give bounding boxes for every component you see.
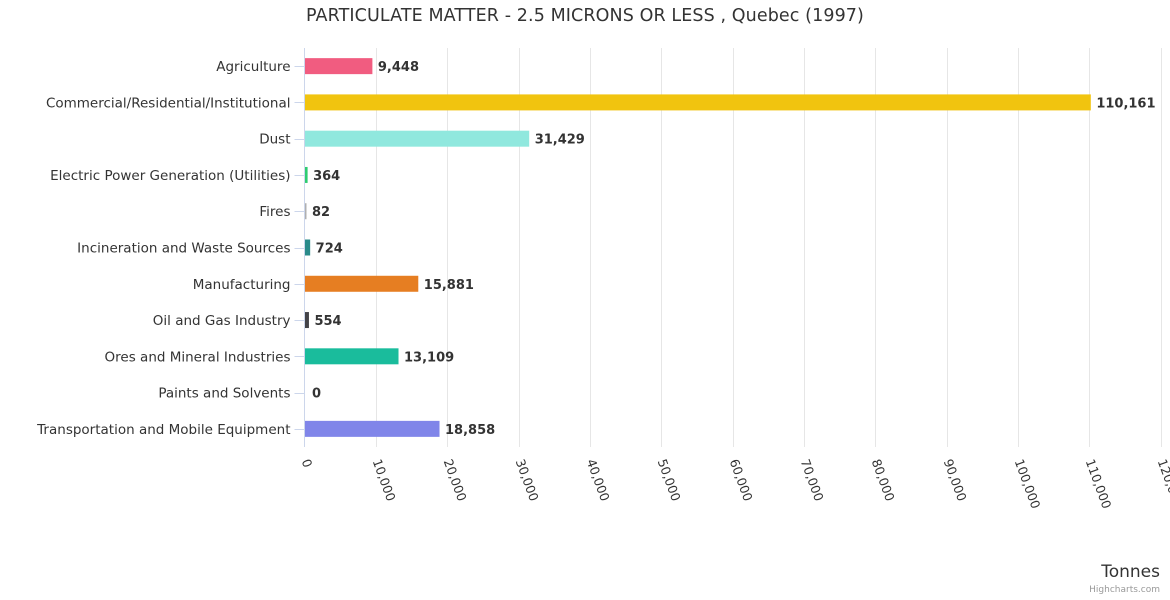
data-label: 0	[312, 387, 321, 402]
data-label: 82	[312, 205, 330, 220]
x-tick-label: 100,000	[1012, 457, 1044, 511]
category-label: Manufacturing	[193, 277, 291, 293]
category-label: Fires	[259, 204, 290, 220]
value-labels: 9,448 110,161 31,429 364 82 724 15,881 554 13,10…	[312, 60, 1156, 438]
x-tick-label: 90,000	[941, 457, 970, 503]
bar[interactable]	[305, 94, 1091, 111]
category-label: Transportation and Mobile Equipment	[36, 422, 290, 438]
chart-title: PARTICULATE MATTER - 2.5 MICRONS OR LESS…	[306, 6, 864, 26]
data-label: 364	[313, 169, 340, 184]
data-label: 724	[316, 242, 343, 257]
category-label: Commercial/Residential/Institutional	[46, 95, 291, 111]
bar[interactable]	[305, 166, 308, 183]
category-axis: Agriculture Commercial/Residential/Instit…	[36, 48, 305, 447]
bar[interactable]	[305, 130, 530, 147]
x-tick-label: 20,000	[441, 457, 470, 503]
x-tick-label: 110,000	[1083, 457, 1115, 511]
bars	[305, 58, 1091, 437]
x-tick-label: 0	[299, 457, 316, 470]
gridlines	[376, 48, 1162, 447]
bar[interactable]	[305, 312, 309, 329]
x-tick-label: 10,000	[370, 457, 399, 503]
category-label: Paints and Solvents	[158, 386, 290, 402]
x-tick-label: 80,000	[869, 457, 898, 503]
data-label: 9,448	[378, 60, 419, 75]
x-axis-title: Tonnes	[1101, 562, 1160, 582]
category-label: Electric Power Generation (Utilities)	[50, 168, 290, 184]
bar[interactable]	[305, 58, 373, 75]
credits-link[interactable]: Highcharts.com	[1089, 585, 1160, 595]
category-label: Oil and Gas Industry	[153, 313, 291, 329]
value-axis-ticks: 0 10,000 20,000 30,000 40,000 50,000 60,000 70,…	[299, 457, 1170, 511]
data-label: 554	[314, 314, 341, 329]
category-label: Ores and Mineral Industries	[105, 349, 291, 365]
x-tick-label: 120,000	[1155, 457, 1170, 511]
bar[interactable]	[305, 239, 311, 256]
x-tick-label: 70,000	[798, 457, 827, 503]
category-label: Agriculture	[216, 59, 290, 75]
data-label: 13,109	[404, 350, 454, 365]
x-tick-label: 30,000	[513, 457, 542, 503]
category-label: Dust	[259, 132, 290, 148]
category-label: Incineration and Waste Sources	[77, 241, 290, 257]
data-label: 110,161	[1096, 96, 1155, 111]
data-label: 15,881	[424, 278, 474, 293]
bar[interactable]	[305, 275, 419, 292]
bar[interactable]	[305, 203, 307, 220]
x-tick-label: 40,000	[584, 457, 613, 503]
bar[interactable]	[305, 348, 399, 365]
data-label: 18,858	[445, 423, 495, 438]
x-tick-label: 50,000	[655, 457, 684, 503]
data-label: 31,429	[535, 133, 585, 148]
bar[interactable]	[305, 420, 440, 437]
x-tick-label: 60,000	[727, 457, 756, 503]
